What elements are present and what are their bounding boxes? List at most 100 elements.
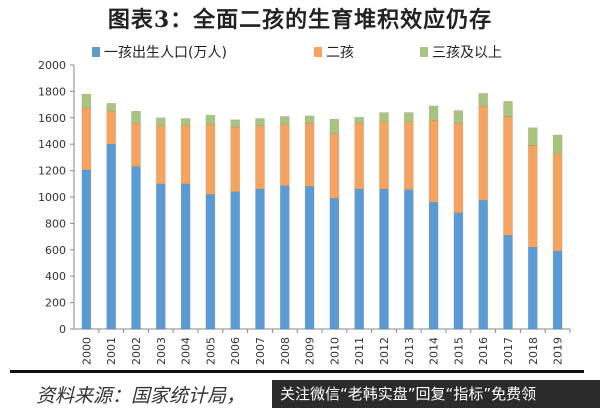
x-tick-label: 2003 bbox=[155, 337, 168, 365]
x-tick-label: 2016 bbox=[477, 337, 490, 365]
y-tick-label: 0 bbox=[59, 323, 66, 336]
bar-segment-2016-s1 bbox=[478, 105, 488, 201]
bar-segment-2007-s2 bbox=[255, 118, 265, 126]
watermark-banner: 关注微信“老韩实盘”回复“指标”免费领 bbox=[272, 380, 600, 408]
legend-label: 一孩出生人口(万人) bbox=[104, 45, 227, 61]
x-tick-label: 2006 bbox=[229, 337, 242, 365]
bar-segment-2014-s1 bbox=[428, 120, 439, 203]
bar-segment-2003-s1 bbox=[156, 125, 166, 185]
bar-segment-2013-s2 bbox=[404, 112, 414, 123]
bar-segment-2008-s0 bbox=[280, 185, 290, 330]
bar-segment-2018-s0 bbox=[528, 246, 538, 330]
bar-segment-2012-s0 bbox=[379, 188, 389, 330]
legend-swatch bbox=[314, 47, 322, 57]
bar-segment-2016-s2 bbox=[478, 93, 488, 107]
bar-segment-2002-s2 bbox=[131, 110, 141, 124]
bar-segment-2005-s1 bbox=[205, 124, 216, 195]
bar-segment-2001-s1 bbox=[106, 110, 116, 145]
bar-segment-2010-s1 bbox=[329, 133, 340, 199]
bar-segment-2009-s1 bbox=[304, 122, 315, 187]
x-tick-label: 2017 bbox=[502, 337, 515, 365]
x-tick-label: 2004 bbox=[180, 337, 193, 365]
bar-segment-2004-s1 bbox=[180, 125, 191, 185]
bar-segment-2019-s0 bbox=[552, 250, 563, 330]
bar-segment-2002-s1 bbox=[131, 122, 141, 167]
y-tick-label: 1200 bbox=[38, 165, 66, 178]
bar-segment-2007-s1 bbox=[255, 125, 265, 190]
bar-segment-2006-s1 bbox=[230, 126, 240, 192]
stacked-bar-chart: 0 200 400 600 800 1000 1200 1400 1600 1800 2000 200… bbox=[38, 45, 571, 365]
bar-segment-2002-s0 bbox=[131, 166, 141, 330]
bar-segment-2000-s2 bbox=[81, 93, 92, 109]
bar-segment-2005-s2 bbox=[205, 114, 216, 125]
bar-segment-2011-s0 bbox=[354, 188, 364, 330]
bar-segment-2004-s2 bbox=[180, 118, 191, 126]
bar-segment-2007-s0 bbox=[255, 188, 265, 330]
y-tick-label: 400 bbox=[45, 270, 66, 283]
legend-swatch bbox=[92, 47, 100, 57]
bar-segment-2019-s1 bbox=[552, 153, 563, 252]
bar-segment-2013-s1 bbox=[404, 121, 414, 190]
x-tick-label: 2008 bbox=[279, 337, 292, 365]
x-tick-label: 2007 bbox=[254, 337, 267, 365]
y-tick-label: 1600 bbox=[38, 112, 66, 125]
bar-segment-2000-s0 bbox=[81, 169, 92, 330]
bar-segment-2006-s2 bbox=[230, 119, 240, 128]
bar-segment-2013-s0 bbox=[404, 189, 414, 330]
bar-segment-2004-s0 bbox=[180, 183, 191, 330]
bar-segment-2012-s2 bbox=[379, 112, 389, 123]
x-tick-label: 2011 bbox=[353, 337, 366, 365]
x-tick-label: 2012 bbox=[378, 337, 391, 365]
x-tick-label: 2013 bbox=[403, 337, 416, 365]
bar-segment-2000-s1 bbox=[81, 107, 92, 171]
bar-segment-2018-s2 bbox=[528, 127, 538, 146]
bar-segment-2011-s1 bbox=[354, 122, 364, 190]
x-tick-label: 2001 bbox=[105, 337, 118, 365]
x-tick-label: 2002 bbox=[130, 337, 143, 365]
bar-segment-2001-s0 bbox=[106, 143, 116, 330]
bar-segment-2018-s1 bbox=[528, 145, 538, 248]
bar-segment-2001-s2 bbox=[106, 103, 116, 112]
bar-segment-2019-s2 bbox=[552, 134, 563, 154]
bar-segment-2011-s2 bbox=[354, 116, 364, 124]
x-tick-label: 2015 bbox=[452, 337, 465, 365]
bar-segment-2006-s0 bbox=[230, 191, 240, 330]
bar-segment-2003-s0 bbox=[156, 183, 166, 330]
bar-segment-2017-s2 bbox=[503, 101, 513, 117]
bar-segment-2010-s0 bbox=[329, 198, 340, 330]
bar-segment-2017-s1 bbox=[503, 116, 513, 236]
bar-segment-2009-s0 bbox=[304, 186, 315, 330]
x-tick-label: 2018 bbox=[527, 337, 540, 365]
bar-segment-2008-s2 bbox=[280, 116, 290, 125]
y-tick-label: 800 bbox=[45, 217, 66, 230]
bar-segment-2014-s2 bbox=[428, 105, 439, 121]
bar-segment-2008-s1 bbox=[280, 124, 290, 187]
y-tick-label: 1400 bbox=[38, 138, 66, 151]
bar-segment-2015-s1 bbox=[453, 122, 464, 214]
x-tick-label: 2009 bbox=[304, 337, 317, 365]
chart-title: 图表3：全面二孩的生育堆积效应仍存 bbox=[107, 7, 493, 33]
y-tick-label: 1000 bbox=[38, 191, 66, 204]
bar-segment-2014-s0 bbox=[428, 202, 439, 330]
bar-segment-2005-s0 bbox=[205, 194, 216, 330]
bar-segment-2009-s2 bbox=[304, 115, 315, 124]
bar-segment-2017-s0 bbox=[503, 235, 513, 330]
bar-segment-2012-s1 bbox=[379, 121, 389, 190]
bar-segment-2003-s2 bbox=[156, 117, 166, 126]
y-tick-label: 200 bbox=[45, 297, 66, 310]
y-tick-label: 1800 bbox=[38, 85, 66, 98]
bar-segment-2016-s0 bbox=[478, 200, 488, 330]
x-tick-label: 2019 bbox=[552, 337, 565, 365]
divider bbox=[10, 370, 584, 373]
bar-segment-2015-s0 bbox=[453, 212, 464, 330]
x-tick-label: 2010 bbox=[328, 337, 341, 365]
y-tick-label: 600 bbox=[45, 244, 66, 257]
source-note: 资料来源：国家统计局， bbox=[36, 385, 246, 407]
y-tick-label: 2000 bbox=[38, 59, 66, 72]
bar-segment-2015-s2 bbox=[453, 110, 464, 124]
x-tick-label: 2014 bbox=[428, 337, 441, 365]
legend-swatch bbox=[420, 47, 428, 57]
bar-segment-2010-s2 bbox=[329, 118, 340, 134]
x-tick-label: 2000 bbox=[80, 337, 93, 365]
legend-label: 二孩 bbox=[326, 45, 354, 61]
